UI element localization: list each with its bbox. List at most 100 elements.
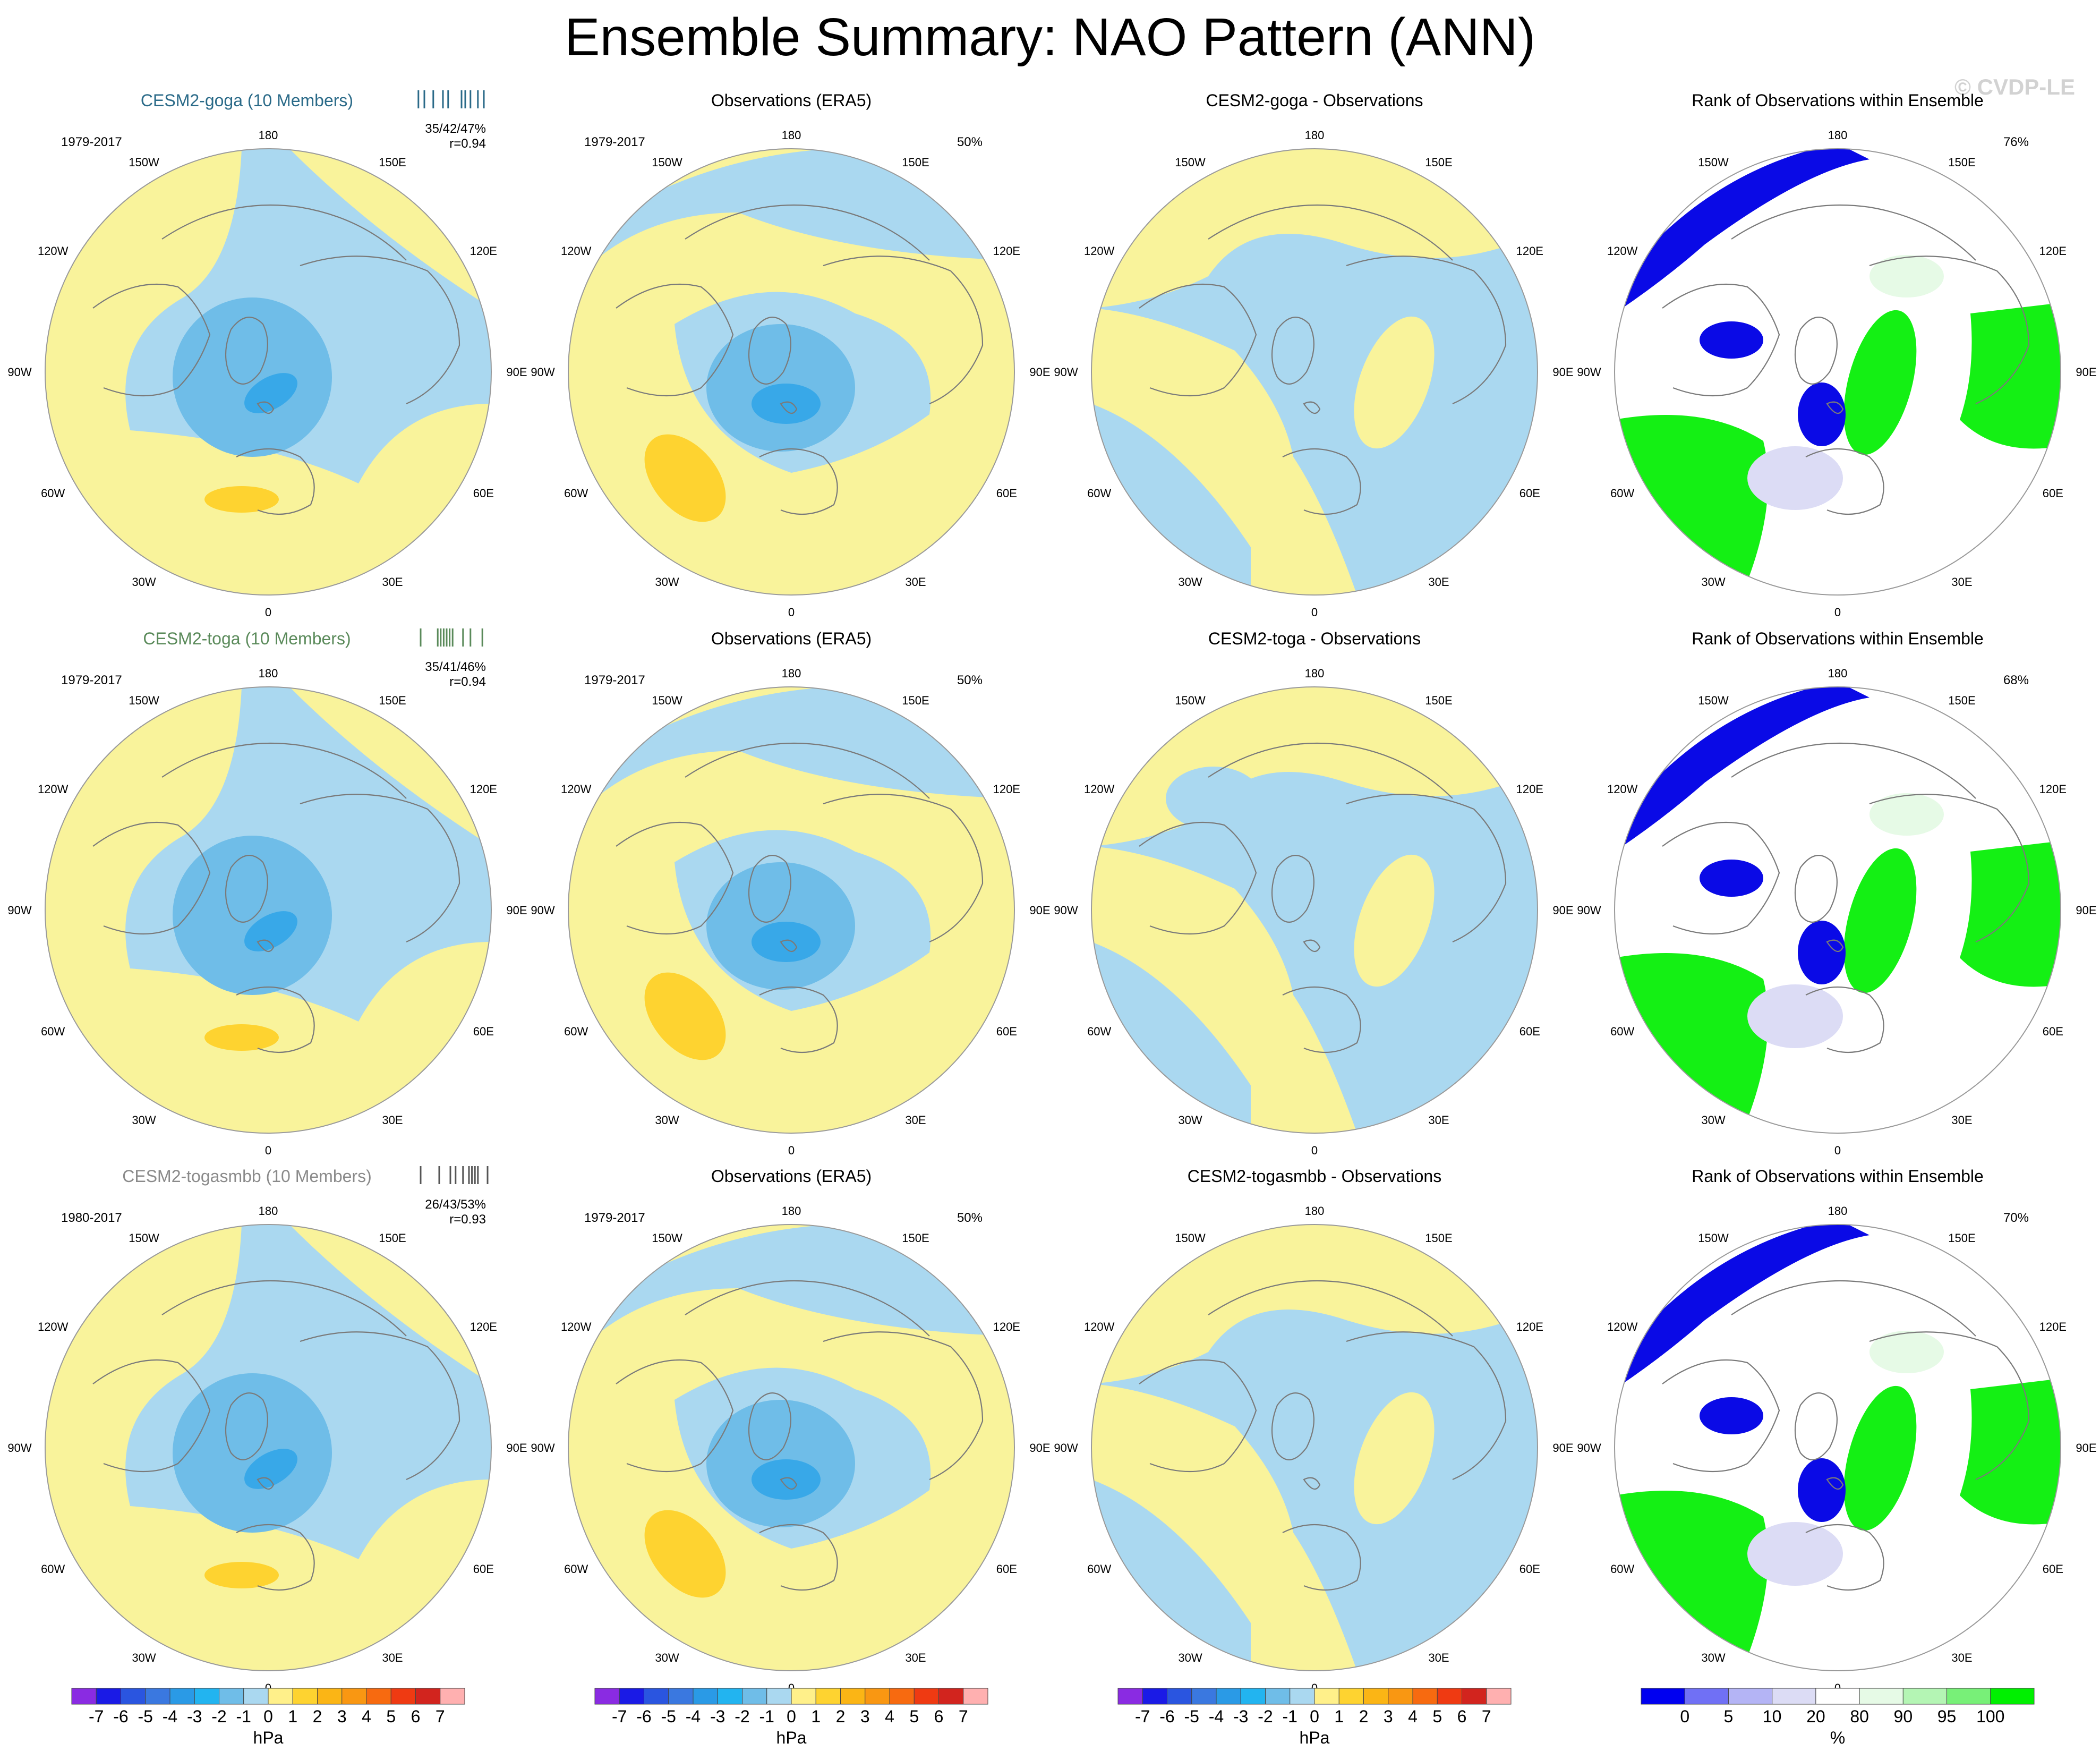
- colorbar-bin: [1265, 1688, 1291, 1705]
- rank-low-region: [1615, 149, 1869, 313]
- coastline: [616, 1359, 734, 1473]
- map-field: [568, 1225, 1014, 1671]
- map-label-lon-west: 30W: [1701, 1113, 1725, 1127]
- colorbar-bin: [1437, 1688, 1462, 1705]
- percent-label: 68%: [2003, 673, 2029, 687]
- panel-diff-row-1: CESM2-goga - Observations 180 0 30W 30E 60W 60…: [1054, 91, 1573, 619]
- map-label-lon-west: 120W: [561, 244, 592, 258]
- panel-title: CESM2-togasmbb - Observations: [1188, 1167, 1441, 1186]
- rank-high-region: [1615, 415, 1768, 595]
- period-label: 1979-2017: [584, 1211, 645, 1225]
- map-label-lon-east: 120E: [470, 244, 497, 258]
- map-label-lon-west: 90W: [1054, 365, 1078, 379]
- rank-low-region: [1798, 921, 1846, 984]
- map-label-lon-west: 30W: [655, 1651, 679, 1664]
- map-label-lon-east: 90E: [1029, 904, 1050, 917]
- colorbar-tick-label: 4: [362, 1707, 371, 1726]
- colorbar-tick-label: 5: [1432, 1707, 1442, 1726]
- rank-mid-region: [1747, 1522, 1843, 1586]
- rank-pale-region: [1869, 1331, 1944, 1373]
- coastline: [748, 855, 791, 923]
- coastline: [1139, 1359, 1257, 1473]
- map-label-lon-west: 150W: [652, 156, 682, 169]
- colorbar-bin: [390, 1688, 416, 1705]
- colorbar-bin: [243, 1688, 269, 1705]
- colorbar-bin: [342, 1688, 367, 1705]
- map-label-lon-west: 120W: [38, 244, 69, 258]
- map-label-lon-west: 30W: [655, 575, 679, 589]
- colorbar-bin: [791, 1688, 816, 1705]
- coastline: [759, 986, 838, 1053]
- negative-anomaly-light: [1166, 767, 1261, 830]
- map-label-lon-east: 30E: [382, 575, 403, 589]
- coastline: [616, 822, 734, 935]
- map-label-lon-west: 60W: [1610, 1025, 1634, 1038]
- positive-anomaly-strong: [204, 1024, 279, 1051]
- map-label-lon-west: 60W: [41, 1562, 65, 1576]
- coastline: [1826, 939, 1844, 953]
- map-label-lon-west: 90W: [7, 365, 31, 379]
- panel-rank-row-2: Rank of Observations within Ensemble 180 0…: [1577, 629, 2096, 1157]
- colorbar-bin: [1815, 1688, 1860, 1705]
- colorbar-tick-label: 0: [787, 1707, 796, 1726]
- map-label-bottom: 0: [1311, 606, 1318, 619]
- coastline: [1271, 1392, 1314, 1460]
- map-label-lon-west: 150W: [1698, 694, 1729, 707]
- map-label-lon-east: 150E: [1948, 156, 1975, 169]
- map-label-lon-east: 120E: [2039, 244, 2067, 258]
- coastline: [236, 1524, 315, 1591]
- colorbar-bin: [440, 1688, 465, 1705]
- map-label-lon-west: 150W: [1698, 1231, 1729, 1245]
- coastline: [1662, 822, 1780, 935]
- stats-label: 35/41/46%: [425, 660, 486, 674]
- coastline: [257, 401, 275, 414]
- coastline: [1869, 794, 2030, 943]
- rank-pale-region: [1869, 255, 1944, 297]
- colorbar-bin: [1462, 1688, 1487, 1705]
- colorbar-tick-label: -5: [1184, 1707, 1199, 1726]
- colorbar-bin: [1191, 1688, 1217, 1705]
- coastline: [823, 256, 984, 405]
- coastline: [780, 939, 798, 953]
- coastline: [823, 1331, 984, 1481]
- coastline: [257, 1477, 275, 1490]
- colorbar-bin: [1772, 1688, 1816, 1705]
- map-label-lon-east: 120E: [2039, 783, 2067, 796]
- positive-anomaly-strong: [644, 972, 726, 1060]
- colorbar-bin: [1314, 1688, 1339, 1705]
- map-label-lon-east: 90E: [506, 1441, 527, 1455]
- map-label-lon-east: 30E: [382, 1113, 403, 1127]
- colorbar-bin: [963, 1688, 988, 1705]
- colorbar-tick-label: -6: [113, 1707, 128, 1726]
- map-label-lon-east: 90E: [1029, 365, 1050, 379]
- map-label-lon-west: 150W: [1175, 156, 1206, 169]
- map-label-lon-east: 30E: [1428, 1113, 1449, 1127]
- negative-anomaly-light: [568, 687, 1014, 825]
- coastline: [161, 1280, 407, 1337]
- map-label-lon-east: 30E: [905, 575, 926, 589]
- colorbar-bin: [644, 1688, 669, 1705]
- coastline: [92, 1359, 211, 1473]
- colorbar-tick-label: 5: [909, 1707, 919, 1726]
- colorbar-bin: [1240, 1688, 1266, 1705]
- coastline: [1794, 1392, 1838, 1460]
- panel-model-row-3: CESM2-togasmbb (10 Members)180030W30E60W…: [7, 1166, 527, 1695]
- coastline: [1271, 855, 1314, 923]
- coastline: [1826, 1477, 1844, 1490]
- colorbar-units: hPa: [253, 1728, 284, 1747]
- coastline: [759, 1524, 838, 1591]
- map-label-lon-east: 60E: [1519, 1562, 1540, 1576]
- map-label-top: 180: [1828, 129, 1848, 142]
- coastline: [225, 855, 268, 923]
- coastline: [823, 794, 984, 943]
- map-label-bottom: 0: [1834, 1144, 1841, 1157]
- percent-label: 76%: [2003, 135, 2029, 149]
- map-label-top: 180: [782, 129, 801, 142]
- colorbar-tick-label: 2: [836, 1707, 846, 1726]
- map-label-lon-west: 30W: [132, 575, 156, 589]
- map-label-lon-west: 120W: [38, 783, 69, 796]
- colorbar-bin: [1641, 1688, 1685, 1705]
- period-label: 1979-2017: [61, 673, 122, 687]
- colorbar-bin: [815, 1688, 841, 1705]
- map-label-lon-east: 30E: [1951, 1113, 1972, 1127]
